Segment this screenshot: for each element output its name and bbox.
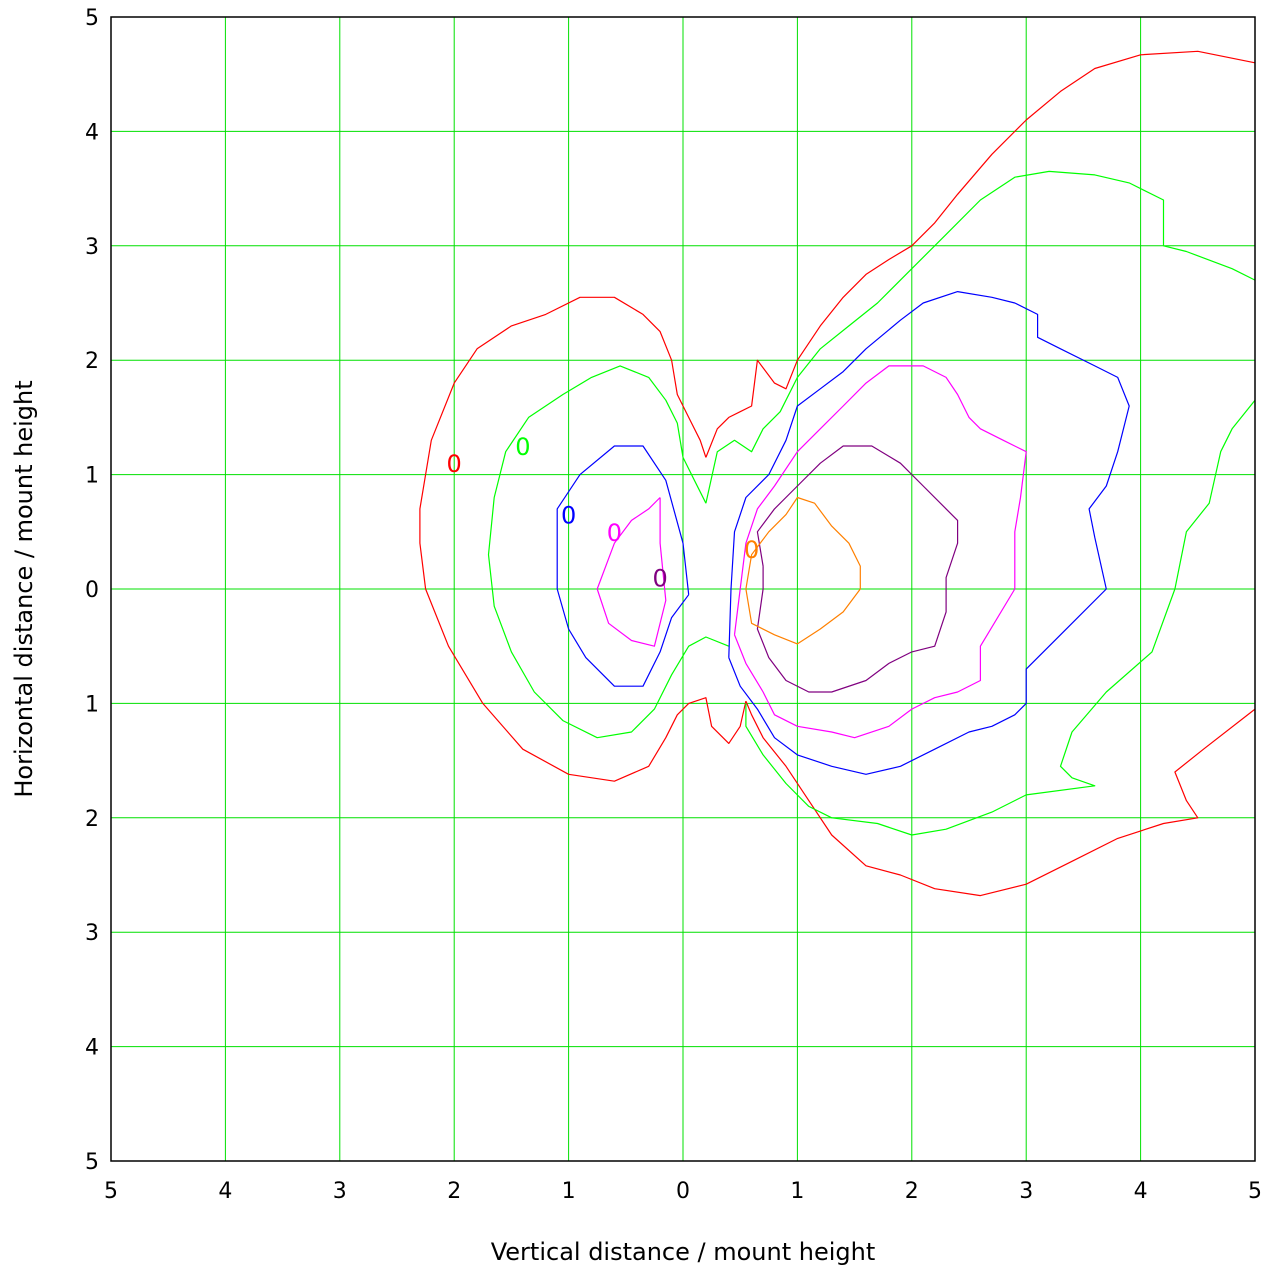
y-tick-label-0: 5 <box>85 6 99 31</box>
blue-contour-segment-1 <box>728 291 1130 775</box>
y-tick-label-2: 3 <box>85 235 99 260</box>
blue-contour-label: 0 <box>561 502 576 530</box>
y-tick-label-10: 5 <box>85 1150 99 1175</box>
x-tick-label-2: 3 <box>333 1179 347 1204</box>
plot-frame <box>110 16 1256 1162</box>
y-axis-title: Horizontal distance / mount height <box>10 380 38 797</box>
red-contour-segment-2 <box>745 700 1256 897</box>
contour-labels: 0 0 0 0 0 0 <box>447 433 760 593</box>
x-tick-label-4: 1 <box>562 1179 576 1204</box>
y-tick-labels: 5 4 3 2 1 0 1 2 3 4 5 <box>85 6 99 1175</box>
purple-contour-segment-0 <box>756 445 959 693</box>
x-tick-label-1: 4 <box>218 1179 232 1204</box>
x-tick-label-9: 4 <box>1134 1179 1148 1204</box>
purple-contour-label: 0 <box>652 565 667 593</box>
y-tick-label-6: 1 <box>85 692 99 717</box>
x-tick-labels: 5 4 3 2 1 0 1 2 3 4 5 <box>104 1179 1262 1204</box>
contour-lines <box>419 50 1256 897</box>
magenta-contour-label: 0 <box>607 519 622 547</box>
green-contour-label: 0 <box>515 433 530 461</box>
x-tick-label-6: 1 <box>790 1179 804 1204</box>
y-tick-label-5: 0 <box>85 578 99 603</box>
x-tick-label-7: 2 <box>905 1179 919 1204</box>
red-contour-label: 0 <box>447 450 462 478</box>
y-tick-label-9: 4 <box>85 1036 99 1061</box>
y-tick-label-3: 2 <box>85 349 99 374</box>
y-tick-label-1: 4 <box>85 120 99 145</box>
y-tick-label-4: 1 <box>85 464 99 489</box>
x-tick-label-0: 5 <box>104 1179 118 1204</box>
x-tick-label-8: 3 <box>1019 1179 1033 1204</box>
magenta-contour-segment-0 <box>596 497 667 647</box>
green-contour-segment-1 <box>705 170 1256 504</box>
red-contour-segment-0 <box>419 296 747 782</box>
y-tick-label-8: 3 <box>85 921 99 946</box>
x-tick-label-10: 5 <box>1248 1179 1262 1204</box>
x-axis-title: Vertical distance / mount height <box>491 1238 876 1266</box>
red-contour-segment-1 <box>705 50 1256 458</box>
grid <box>110 16 1256 1162</box>
x-tick-label-3: 2 <box>447 1179 461 1204</box>
y-tick-label-7: 2 <box>85 807 99 832</box>
green-contour-segment-0 <box>487 365 730 739</box>
x-tick-label-5: 0 <box>676 1179 690 1204</box>
magenta-contour-segment-1 <box>733 365 1027 739</box>
blue-contour-segment-0 <box>556 445 690 687</box>
orange-contour-segment-0 <box>745 496 861 645</box>
orange-contour-label: 0 <box>744 536 759 564</box>
green-contour-segment-2 <box>745 399 1256 836</box>
